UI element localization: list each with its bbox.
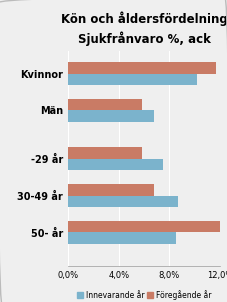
- Bar: [68, 73, 197, 85]
- Bar: [68, 159, 163, 170]
- Bar: [68, 195, 178, 207]
- Title: Kön och åldersfördelning
Sjukfrånvaro %, ack: Kön och åldersfördelning Sjukfrånvaro %,…: [61, 11, 227, 46]
- Bar: [68, 221, 223, 233]
- Bar: [68, 62, 216, 73]
- Bar: [68, 184, 154, 195]
- Bar: [68, 233, 176, 244]
- Bar: [68, 99, 142, 111]
- Bar: [68, 111, 154, 122]
- Bar: [68, 147, 142, 159]
- Legend: Innevarande år, Föregående år: Innevarande år, Föregående år: [74, 287, 214, 302]
